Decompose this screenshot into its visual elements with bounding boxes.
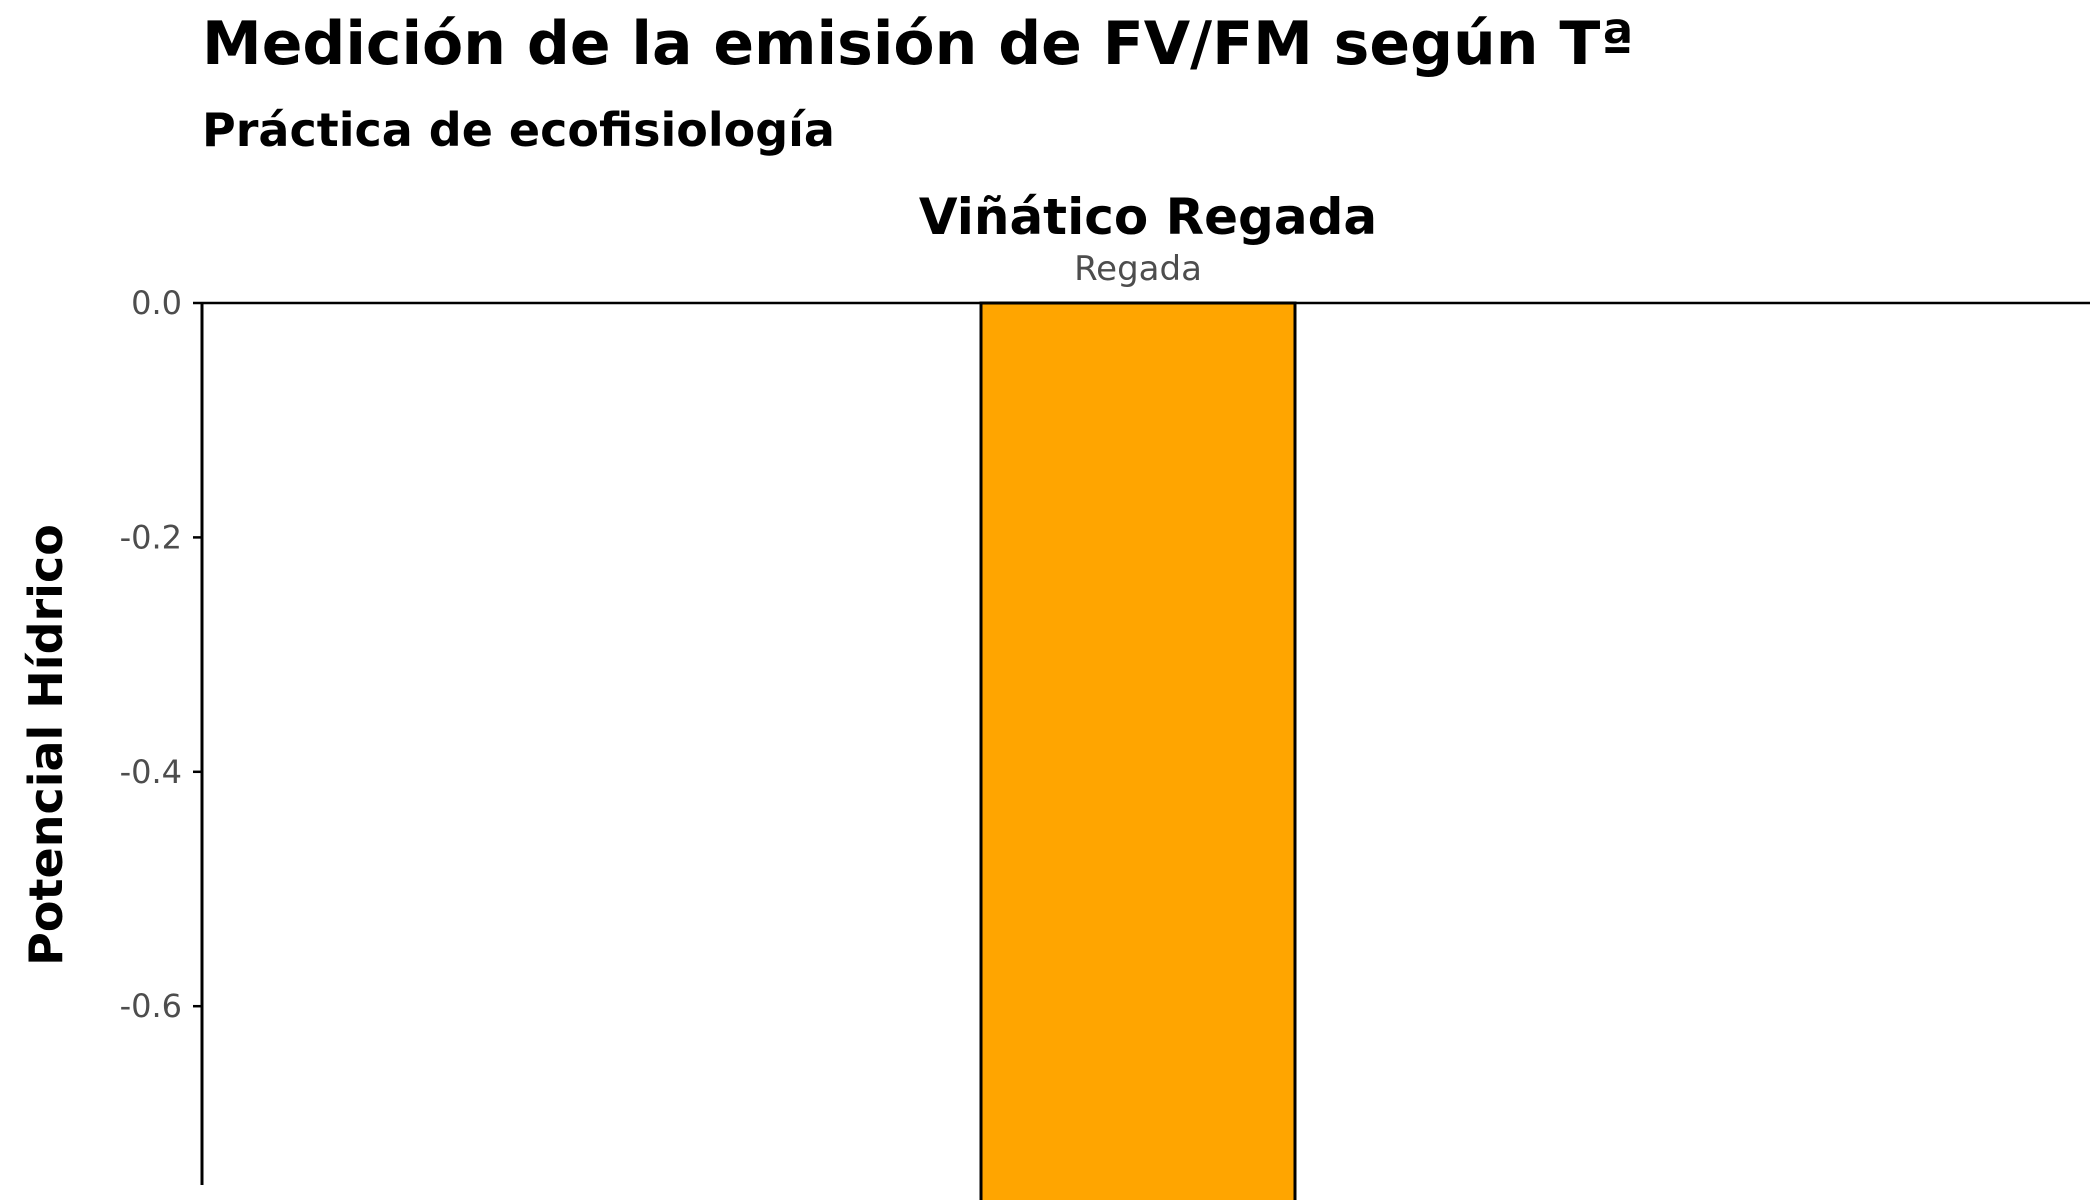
category-label: Regada — [1074, 249, 1202, 289]
y-tick-label: -0.6 — [120, 987, 182, 1025]
category-labels: Regada — [1074, 249, 1202, 289]
bar-regada — [979, 301, 1297, 1200]
chart-title: Medición de la emisión de FV/FM según Tª — [202, 9, 1634, 79]
y-axis: 0.0-0.2-0.4-0.6-0.8-1.0-1.2-1.4 — [120, 284, 2090, 1185]
y-tick-label: -0.4 — [120, 753, 182, 791]
y-axis-title: Potencial Hídrico — [19, 524, 73, 966]
chart-subtitle: Práctica de ecofisiología — [202, 103, 835, 157]
y-tick-label: 0.0 — [131, 284, 182, 322]
bars — [979, 301, 1297, 1200]
y-tick-label: -0.2 — [120, 518, 182, 556]
panel-title: Viñático Regada — [919, 188, 1377, 246]
